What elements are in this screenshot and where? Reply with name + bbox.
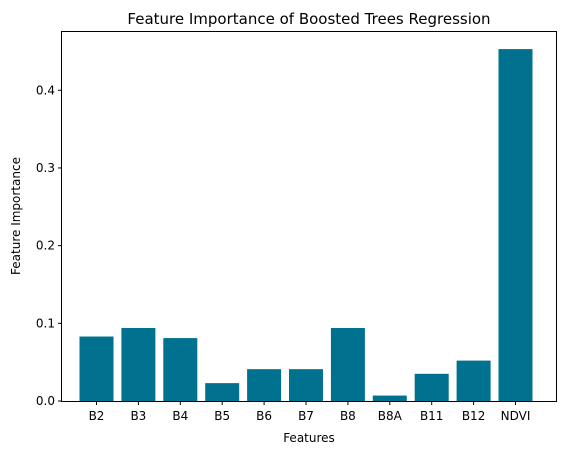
x-tick-label: B4 xyxy=(172,409,188,423)
bar-b5 xyxy=(205,383,239,401)
x-axis: B2 B3 B4 B5 B6 B7 B8 B8A B11 B12 NDVI xyxy=(89,401,531,423)
bar-b11 xyxy=(415,374,449,401)
x-tick-label: B5 xyxy=(214,409,230,423)
x-tick-label: B2 xyxy=(89,409,105,423)
y-tick-label: 0.3 xyxy=(36,161,55,175)
bar-b7 xyxy=(289,369,323,401)
y-tick-label: 0.2 xyxy=(36,239,55,253)
y-tick-label: 0.0 xyxy=(36,394,55,408)
bar-b4 xyxy=(163,338,197,401)
bar-ndvi xyxy=(499,49,533,401)
bar-b6 xyxy=(247,369,281,401)
x-axis-label: Features xyxy=(283,431,335,445)
x-tick-label: B12 xyxy=(462,409,486,423)
bar-b2 xyxy=(80,337,114,401)
x-tick-label: B8 xyxy=(340,409,356,423)
x-tick-label: B6 xyxy=(256,409,272,423)
x-tick-label: NDVI xyxy=(501,409,531,423)
bar-b3 xyxy=(121,328,155,401)
x-tick-label: B11 xyxy=(420,409,444,423)
bar-b8 xyxy=(331,328,365,401)
bar-b8a xyxy=(373,396,407,401)
y-tick-label: 0.4 xyxy=(36,83,55,97)
bars-layer xyxy=(80,49,533,401)
x-tick-label: B8A xyxy=(378,409,403,423)
bar-b12 xyxy=(457,361,491,401)
y-tick-label: 0.1 xyxy=(36,316,55,330)
x-tick-label: B3 xyxy=(130,409,146,423)
y-axis-label: Feature Importance xyxy=(9,157,23,275)
y-axis: 0.0 0.1 0.2 0.3 0.4 xyxy=(36,83,62,408)
chart-title: Feature Importance of Boosted Trees Regr… xyxy=(127,10,490,28)
x-tick-label: B7 xyxy=(298,409,314,423)
